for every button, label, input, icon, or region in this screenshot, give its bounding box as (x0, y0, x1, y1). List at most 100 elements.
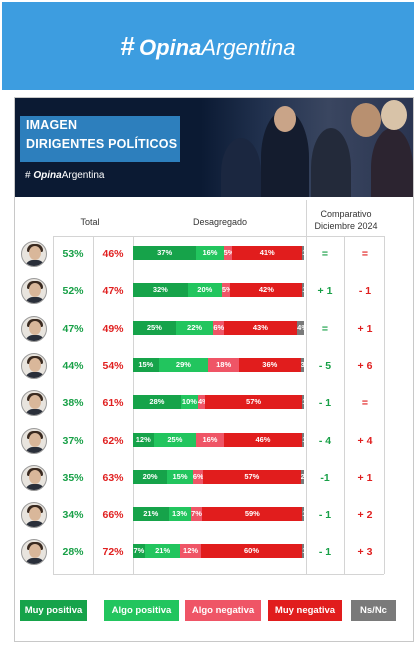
comparativo-positive: - 1 (318, 546, 332, 559)
total-negative: 54% (102, 359, 124, 372)
bar-segment-algo-negativa: 5% (223, 246, 233, 260)
bar-segment-muy-positiva: 21% (133, 507, 169, 522)
hero-brand-hash: # (25, 170, 31, 181)
avatar (21, 315, 47, 342)
avatar-body (25, 558, 45, 565)
bar-segment-algo-negativa: 7% (190, 507, 203, 522)
bar-segment-ns-nc: 4% (297, 320, 304, 335)
comparativo-positive: - 5 (318, 359, 332, 372)
bar-segment-algo-negativa: 4% (197, 395, 205, 410)
comparativo-positive: - 4 (318, 434, 332, 447)
avatar (21, 502, 47, 529)
avatar-body (25, 334, 45, 341)
bar-segment-algo-positiva: 16% (196, 246, 224, 260)
avatar-body (25, 297, 45, 304)
avatar-face (29, 283, 41, 298)
bar-segment-algo-positiva: 20% (187, 283, 222, 298)
bar-segment-muy-positiva: 20% (133, 469, 168, 484)
total-negative: 66% (102, 509, 124, 522)
header-desagregado: Desagregado (192, 217, 248, 227)
bar-segment-muy-positiva: 28% (133, 395, 181, 410)
avatar (21, 352, 47, 379)
comparativo-negative: + 3 (357, 546, 373, 559)
total-positive: 52% (62, 285, 84, 298)
bar-segment-muy-positiva: 12% (133, 432, 154, 447)
bar-segment-muy-positiva: 32% (133, 283, 188, 298)
header-comparativo-2: Diciembre 2024 (314, 221, 378, 231)
avatar-body (25, 446, 45, 453)
total-positive: 35% (62, 471, 84, 484)
bar-segment-ns-nc: 1% (302, 395, 304, 410)
header-total: Total (80, 217, 100, 227)
bar-segment-algo-positiva: 22% (175, 320, 214, 335)
comparativo-positive: - 1 (318, 509, 332, 522)
bar-segment-algo-negativa: 12% (180, 544, 201, 559)
bar-segment-muy-negativa: 41% (232, 246, 303, 260)
total-negative: 62% (102, 434, 124, 447)
total-negative: 61% (102, 397, 124, 410)
legend-algo-positiva: Algo positiva (104, 600, 179, 621)
bar-segment-ns-nc: 1% (302, 283, 304, 298)
comparativo-positive: + 1 (317, 285, 333, 298)
total-negative: 49% (102, 322, 124, 335)
avatar-body (25, 483, 45, 490)
bar-segment-muy-negativa: 42% (230, 283, 303, 298)
total-positive: 53% (62, 248, 84, 260)
bar-segment-algo-negativa: 16% (196, 432, 224, 447)
brand-hash: # (120, 31, 135, 61)
bar-segment-ns-nc: 1% (302, 246, 304, 260)
avatar (21, 427, 47, 454)
bar-segment-ns-nc: 1% (302, 432, 304, 447)
bar-segment-ns-nc: 3% (300, 357, 304, 372)
bar-segment-ns-nc: 1% (302, 544, 304, 559)
avatar-body (25, 521, 45, 528)
bar-segment-ns-nc: 2% (300, 469, 304, 484)
total-positive: 28% (62, 546, 84, 559)
comparativo-positive: - 1 (318, 397, 332, 410)
total-negative: 46% (102, 248, 124, 260)
comparativo-positive: = (321, 248, 329, 260)
top-banner: # OpinaArgentina (2, 2, 414, 90)
bar-segment-algo-positiva: 15% (167, 469, 193, 484)
avatar (21, 539, 47, 566)
avatar (21, 278, 47, 305)
avatar-body (25, 409, 45, 416)
comparativo-negative: + 1 (357, 471, 373, 484)
total-negative: 47% (102, 285, 124, 298)
legend-muy-positiva: Muy positiva (20, 600, 87, 621)
title-box: IMAGEN DIRIGENTES POLÍTICOS (20, 116, 180, 162)
card-frame (14, 97, 414, 642)
avatar-body (25, 371, 45, 378)
comparativo-negative: = (361, 248, 369, 260)
brand-name-bold: Opina (138, 35, 202, 60)
hero-photo (201, 98, 413, 197)
total-positive: 44% (62, 359, 84, 372)
bar-segment-algo-negativa: 5% (221, 283, 231, 298)
bar-segment-muy-negativa: 43% (223, 320, 298, 335)
legend-muy-negativa: Muy negativa (268, 600, 342, 621)
header-comparativo-1: Comparativo (320, 209, 372, 219)
brand-logo: # OpinaArgentina (2, 31, 414, 62)
avatar-face (29, 432, 41, 447)
brand-name-rest: Argentina (201, 35, 296, 60)
total-positive: 34% (62, 509, 84, 522)
title-line-2: DIRIGENTES POLÍTICOS (26, 137, 178, 151)
comparativo-negative: = (361, 397, 369, 410)
hero-banner (15, 98, 413, 197)
avatar-face (29, 395, 41, 410)
avatar-face (29, 469, 41, 484)
bar-segment-muy-negativa: 60% (200, 544, 303, 559)
bar-segment-algo-positiva: 21% (144, 544, 181, 559)
bar-segment-algo-positiva: 29% (158, 357, 209, 372)
bar-segment-muy-negativa: 36% (239, 357, 301, 372)
avatar (21, 390, 47, 417)
bar-segment-muy-negativa: 59% (202, 507, 303, 522)
bar-segment-muy-positiva: 37% (133, 246, 197, 260)
total-positive: 38% (62, 397, 84, 410)
total-positive: 37% (62, 434, 84, 447)
avatar-face (29, 507, 41, 522)
bar-segment-muy-positiva: 25% (133, 320, 176, 335)
comparativo-negative: + 2 (357, 509, 373, 522)
bar-segment-ns-nc: 1% (302, 507, 304, 522)
